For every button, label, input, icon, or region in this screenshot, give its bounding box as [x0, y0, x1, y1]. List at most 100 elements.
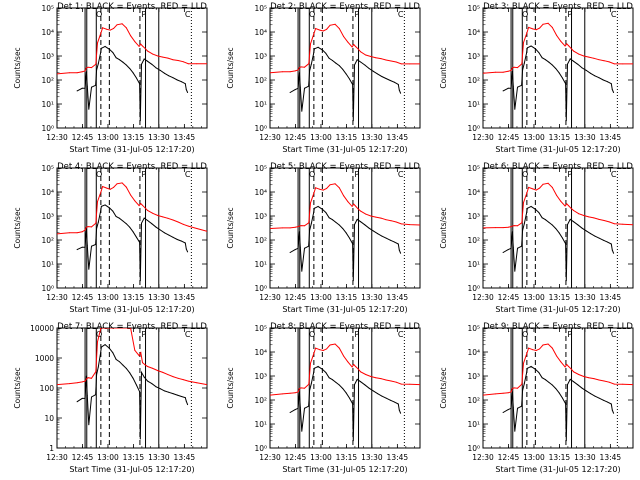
y-tick-label: 10 — [44, 414, 54, 423]
lld-data-point — [319, 188, 321, 190]
events-data-point — [565, 440, 567, 442]
events-data-point — [607, 81, 608, 83]
events-data-point — [517, 247, 518, 249]
lld-data-point — [535, 350, 537, 351]
x-tick-label: 12:45 — [498, 133, 520, 142]
lld-data-point — [347, 201, 349, 203]
events-data-point — [573, 381, 575, 383]
events-data-point — [598, 237, 600, 239]
lld-data-point — [603, 60, 605, 62]
lld-data-point — [172, 59, 174, 61]
events-data-point — [301, 110, 303, 112]
lld-data-point — [365, 374, 367, 375]
events-data-point — [342, 228, 344, 229]
lld-data-point — [400, 223, 402, 225]
lld-data-point — [172, 219, 174, 221]
lld-data-point — [134, 200, 136, 202]
lld-data-point — [121, 328, 123, 329]
lld-data-point — [294, 70, 296, 72]
events-data-point — [136, 236, 137, 238]
events-data-point — [88, 108, 90, 110]
events-data-point — [352, 440, 354, 442]
lld-data-point — [583, 376, 585, 377]
events-data-point — [594, 395, 596, 397]
lld-data-point — [603, 220, 605, 221]
x-tick-label: 13:15 — [123, 293, 145, 302]
events-data-point — [328, 57, 330, 59]
lld-data-point — [526, 32, 528, 34]
marker-label: C — [611, 170, 617, 179]
y-tick-label: 10⁰ — [41, 284, 54, 293]
y-tick-label: 10⁵ — [467, 324, 480, 333]
lld-data-point — [632, 63, 633, 65]
lld-data-point — [385, 379, 387, 381]
events-data-point — [308, 245, 310, 247]
events-data-point — [88, 268, 90, 270]
marker-label: O — [522, 10, 528, 19]
events-data-point — [514, 108, 516, 110]
events-data-point — [511, 70, 513, 72]
lld-data-point — [517, 67, 518, 69]
lld-data-point — [566, 203, 568, 205]
lld-data-point — [102, 328, 104, 329]
lld-data-point — [532, 349, 534, 351]
events-data-point — [115, 358, 117, 360]
lld-data-point — [196, 382, 198, 384]
events-data-point — [289, 92, 291, 93]
x-tick-label: 13:30 — [361, 293, 383, 302]
events-data-point — [522, 69, 524, 71]
events-data-point — [95, 394, 97, 396]
events-data-point — [321, 368, 323, 370]
lld-data-point — [598, 379, 600, 381]
x-tick-label: 13:45 — [600, 133, 622, 142]
lld-data-point — [400, 383, 402, 385]
events-data-point — [538, 372, 540, 373]
events-data-point — [172, 236, 174, 238]
events-data-point — [530, 45, 532, 47]
events-data-point — [147, 60, 149, 62]
lld-data-point — [152, 367, 154, 369]
lld-data-point — [568, 45, 569, 47]
events-data-point — [581, 387, 583, 389]
events-data-point — [129, 226, 131, 228]
lld-data-point — [365, 54, 367, 56]
y-tick-label: 10³ — [467, 52, 480, 61]
events-data-point — [104, 45, 106, 47]
lld-data-point — [109, 328, 111, 329]
events-data-point — [585, 69, 587, 71]
lld-data-point — [298, 388, 300, 389]
lld-data-point — [507, 70, 509, 72]
lld-data-point — [528, 347, 530, 349]
events-data-point — [129, 372, 131, 374]
events-data-point — [159, 388, 161, 390]
events-data-point — [517, 407, 518, 409]
events-data-point — [143, 58, 145, 60]
lld-data-point — [523, 202, 524, 204]
events-data-point — [108, 347, 110, 349]
y-tick-label: 10⁴ — [467, 348, 480, 357]
y-tick-label: 10⁴ — [467, 28, 480, 37]
lld-data-point — [483, 394, 484, 396]
events-data-point — [100, 205, 102, 207]
series-group — [57, 328, 207, 440]
events-data-point — [125, 367, 127, 369]
x-axis-label: Start Time (31-Jul-05 12:17:20) — [69, 305, 194, 314]
lld-data-point — [144, 207, 146, 209]
events-data-point — [164, 72, 165, 74]
y-tick-label: 10³ — [254, 212, 267, 221]
events-data-point — [577, 384, 579, 386]
events-data-point — [381, 395, 383, 397]
lld-data-point — [385, 59, 387, 61]
lld-data-point — [583, 215, 585, 216]
x-tick-label: 13:15 — [549, 453, 571, 462]
lld-data-point — [140, 352, 142, 354]
lld-data-point — [370, 376, 372, 377]
events-data-point — [555, 388, 557, 389]
lld-data-point — [187, 63, 189, 65]
lld-data-point — [91, 226, 92, 228]
marker-label: C — [185, 330, 191, 339]
lld-data-point — [528, 26, 530, 28]
y-tick-label: 10¹ — [41, 260, 54, 269]
detector-panel-8: Det 8: BLACK = Events, RED = LLD Counts/s… — [226, 322, 421, 474]
events-data-point — [122, 220, 124, 222]
